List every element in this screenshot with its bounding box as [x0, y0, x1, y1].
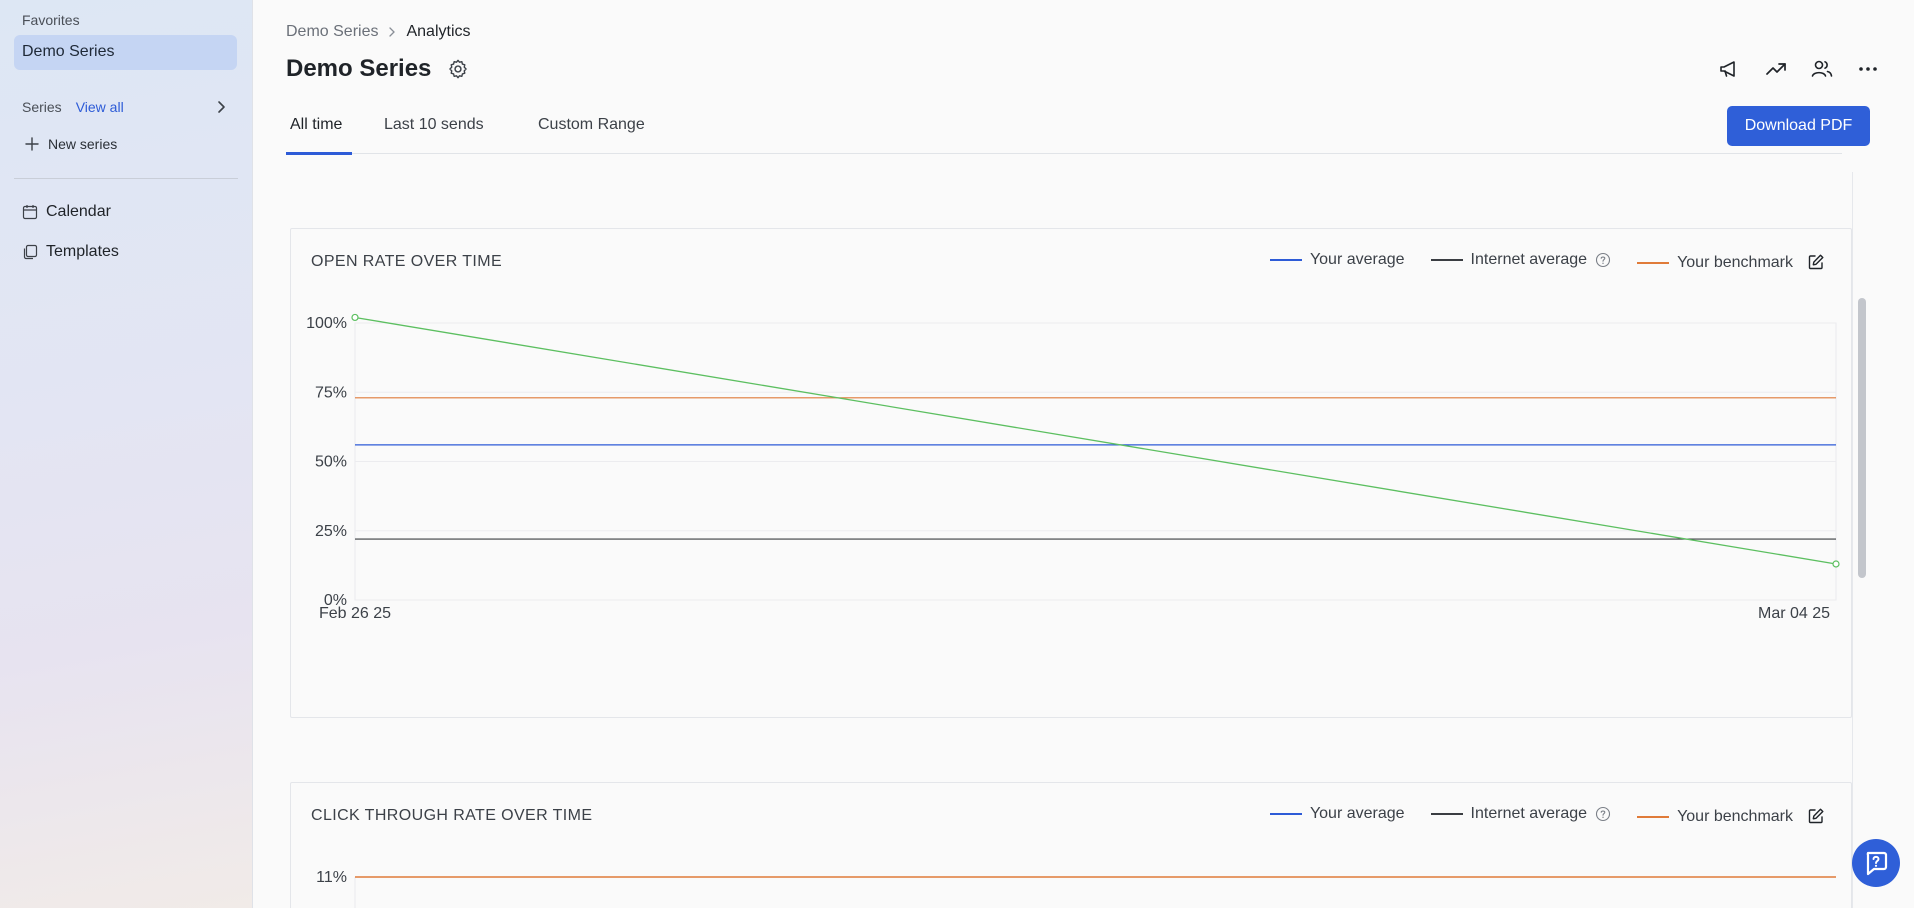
legend-swatch — [1430, 259, 1463, 261]
favorites-label: Favorites — [22, 12, 80, 28]
series-row: Series View all — [22, 97, 230, 117]
x-tick-label: Feb 26 25 — [319, 605, 391, 622]
breadcrumb-parent[interactable]: Demo Series — [286, 23, 379, 40]
tab-active-indicator — [286, 152, 352, 155]
calendar-icon — [22, 205, 38, 220]
new-series-label: New series — [48, 136, 118, 152]
chart-title: OPEN RATE OVER TIME — [311, 253, 503, 270]
chart-legend: Your average Internet average Your bench… — [1244, 251, 1825, 272]
series-label: Series — [22, 99, 62, 115]
download-pdf-button[interactable]: Download PDF — [1727, 106, 1870, 146]
breadcrumb-current: Analytics — [406, 23, 471, 40]
y-tick-label: 11% — [316, 869, 347, 886]
templates-icon — [23, 244, 38, 260]
legend-swatch — [1269, 259, 1302, 261]
y-tick-label: 75% — [315, 384, 347, 401]
users-icon[interactable] — [1810, 57, 1834, 81]
breadcrumb: Demo Series Analytics — [286, 23, 471, 41]
legend-swatch — [1637, 816, 1670, 818]
tab-last-10-sends[interactable]: Last 10 sends — [384, 116, 484, 154]
page-title-row: Demo Series — [286, 55, 469, 83]
click-through-chart: 11% — [316, 869, 1836, 908]
x-tick-label: Mar 04 25 — [1758, 605, 1830, 622]
help-icon[interactable] — [1595, 806, 1611, 822]
y-tick-label: 50% — [315, 454, 347, 471]
help-chat-icon — [1866, 851, 1888, 876]
open-rate-chart: 0% 25% 50% 75% 100% Feb 26 25 Mar 04 25 — [306, 313, 1840, 622]
data-point — [351, 313, 359, 322]
data-point — [1832, 560, 1840, 568]
sidebar-item-label: Calendar — [46, 203, 111, 220]
legend-label: Your average — [1309, 251, 1405, 268]
scrollbar-track[interactable] — [1852, 172, 1864, 908]
tab-label: Custom Range — [538, 116, 645, 133]
view-all-link[interactable]: View all — [75, 99, 124, 115]
megaphone-icon[interactable] — [1718, 57, 1742, 81]
legend-internet-average: Internet average — [1430, 251, 1612, 269]
y-tick-label: 100% — [306, 315, 347, 332]
scrollbar-thumb[interactable] — [1858, 298, 1866, 578]
sidebar-item-label: Templates — [46, 243, 119, 260]
click-through-chart-card: 11% CLICK THROUGH RATE OVER TIME Your av… — [290, 782, 1852, 908]
legend-label: Your benchmark — [1677, 254, 1793, 271]
header-toolbar — [1718, 57, 1880, 81]
tab-bar: All time Last 10 sends Custom Range — [286, 106, 1842, 155]
legend-your-average: Your average — [1269, 805, 1405, 823]
legend-your-benchmark: Your benchmark — [1637, 808, 1793, 826]
page-title: Demo Series — [286, 55, 432, 82]
help-icon[interactable] — [1595, 252, 1611, 268]
chart-title: CLICK THROUGH RATE OVER TIME — [311, 807, 593, 824]
legend-label: Your benchmark — [1677, 808, 1793, 825]
y-tick-label: 0% — [324, 592, 347, 609]
sidebar-item-templates[interactable]: Templates — [22, 243, 119, 261]
sidebar-item-calendar[interactable]: Calendar — [22, 203, 111, 221]
chart-legend: Your average Internet average Your bench… — [1244, 805, 1825, 826]
help-chat-button[interactable] — [1852, 839, 1900, 887]
legend-label: Your average — [1309, 805, 1405, 822]
main-content: Demo Series Analytics Demo Series All ti… — [254, 0, 1914, 908]
tab-label: All time — [290, 116, 343, 133]
chevron-right-icon — [389, 27, 396, 37]
open-rate-chart-card: 0% 25% 50% 75% 100% Feb 26 25 Mar 04 25 OPEN R… — [290, 228, 1852, 718]
favorite-item-demo-series[interactable]: Demo Series — [14, 35, 237, 70]
tab-custom-range[interactable]: Custom Range — [538, 116, 645, 154]
legend-label: Internet average — [1470, 251, 1588, 268]
more-icon[interactable] — [1856, 57, 1880, 81]
legend-your-average: Your average — [1269, 251, 1405, 269]
trending-up-icon[interactable] — [1764, 57, 1788, 81]
tab-label: Last 10 sends — [384, 116, 484, 133]
legend-label: Internet average — [1470, 805, 1588, 822]
series-line — [354, 316, 1837, 565]
legend-swatch — [1430, 813, 1463, 815]
legend-internet-average: Internet average — [1430, 805, 1612, 823]
tab-all-time[interactable]: All time — [286, 116, 352, 155]
new-series-button[interactable]: New series — [24, 136, 117, 152]
legend-swatch — [1269, 813, 1302, 815]
legend-your-benchmark: Your benchmark — [1637, 254, 1793, 272]
legend-swatch — [1637, 262, 1670, 264]
plus-icon — [25, 137, 39, 151]
gear-icon[interactable] — [447, 58, 469, 80]
y-tick-label: 25% — [315, 523, 347, 540]
edit-icon[interactable] — [1807, 253, 1825, 271]
sidebar-divider — [14, 178, 238, 179]
edit-icon[interactable] — [1807, 807, 1825, 825]
chevron-right-icon[interactable] — [212, 98, 230, 116]
sidebar: Favorites Demo Series Series View all Ne… — [0, 0, 253, 908]
